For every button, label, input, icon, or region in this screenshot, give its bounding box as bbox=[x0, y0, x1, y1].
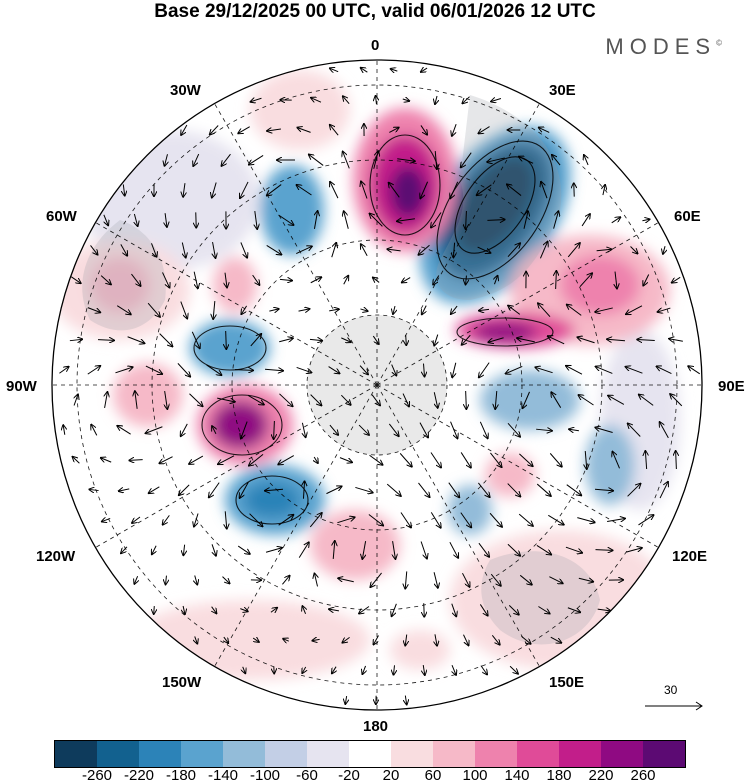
lon-label-120w: 120W bbox=[36, 548, 75, 565]
wind-vector bbox=[154, 606, 155, 614]
wind-vector bbox=[466, 391, 467, 409]
lon-label-60e: 60E bbox=[674, 208, 701, 225]
colorbar-tick-label: -100 bbox=[250, 767, 280, 784]
colorbar-swatch bbox=[559, 741, 601, 767]
lon-label-120e: 120E bbox=[672, 548, 707, 565]
colorbar-tick-label: -60 bbox=[296, 767, 318, 784]
colorbar-swatch bbox=[97, 741, 139, 767]
colorbar-swatch bbox=[307, 741, 349, 767]
colorbar-swatch bbox=[391, 741, 433, 767]
colorbar-tick-label: -180 bbox=[166, 767, 196, 784]
colorbar-tick-label: -140 bbox=[208, 767, 238, 784]
pos-130e bbox=[485, 453, 535, 497]
colorbar-swatch bbox=[433, 741, 475, 767]
colorbar-tick-label: 100 bbox=[462, 767, 487, 784]
colorbar-swatch bbox=[55, 741, 97, 767]
lon-label-180: 180 bbox=[363, 718, 388, 735]
colorbar-swatch bbox=[517, 741, 559, 767]
reference-vector-arrow bbox=[640, 698, 710, 714]
wind-vector bbox=[424, 603, 425, 616]
lon-label-150e: 150E bbox=[549, 674, 584, 691]
polar-map bbox=[0, 0, 750, 735]
neg-75w bbox=[190, 320, 270, 376]
pos-170w bbox=[310, 510, 400, 580]
colorbar-swatch bbox=[475, 741, 517, 767]
wind-vector bbox=[595, 550, 612, 551]
neg-90e bbox=[480, 370, 580, 430]
lon-label-150w: 150W bbox=[162, 674, 201, 691]
colorbar-tick-label: 220 bbox=[588, 767, 613, 784]
colorbar-swatch bbox=[643, 741, 685, 767]
neg-120e bbox=[585, 425, 635, 505]
colorbar-swatch bbox=[181, 741, 223, 767]
colorbar-tick-label: -220 bbox=[124, 767, 154, 784]
colorbar-swatch bbox=[265, 741, 307, 767]
pos-100w bbox=[113, 363, 183, 427]
lon-label-90e: 90E bbox=[718, 378, 745, 395]
colorbar-tick-label: -260 bbox=[82, 767, 112, 784]
colorbar-swatch bbox=[139, 741, 181, 767]
colorbar-swatch bbox=[223, 741, 265, 767]
lon-label-90w: 90W bbox=[6, 378, 37, 395]
colorbar-tick-label: 60 bbox=[425, 767, 442, 784]
reference-vector-label: 30 bbox=[664, 683, 677, 697]
lon-label-60w: 60W bbox=[46, 208, 77, 225]
colorbar-tick-label: 20 bbox=[383, 767, 400, 784]
wind-vector bbox=[406, 335, 407, 345]
pos-145e bbox=[390, 630, 450, 670]
colorbar-swatch bbox=[601, 741, 643, 767]
colorbar-tick-label: -20 bbox=[338, 767, 360, 784]
lon-label-30w: 30W bbox=[170, 82, 201, 99]
colorbar-swatch bbox=[349, 741, 391, 767]
lon-label-0: 0 bbox=[371, 37, 379, 54]
colorbar-tick-label: 260 bbox=[630, 767, 655, 784]
neg-30w bbox=[260, 165, 324, 255]
colorbar bbox=[54, 740, 686, 768]
lon-label-30e: 30E bbox=[549, 82, 576, 99]
wind-vector bbox=[226, 331, 227, 349]
colorbar-tick-label: 140 bbox=[504, 767, 529, 784]
pos-45w bbox=[213, 257, 257, 313]
colorbar-tick-label: 180 bbox=[546, 767, 571, 784]
